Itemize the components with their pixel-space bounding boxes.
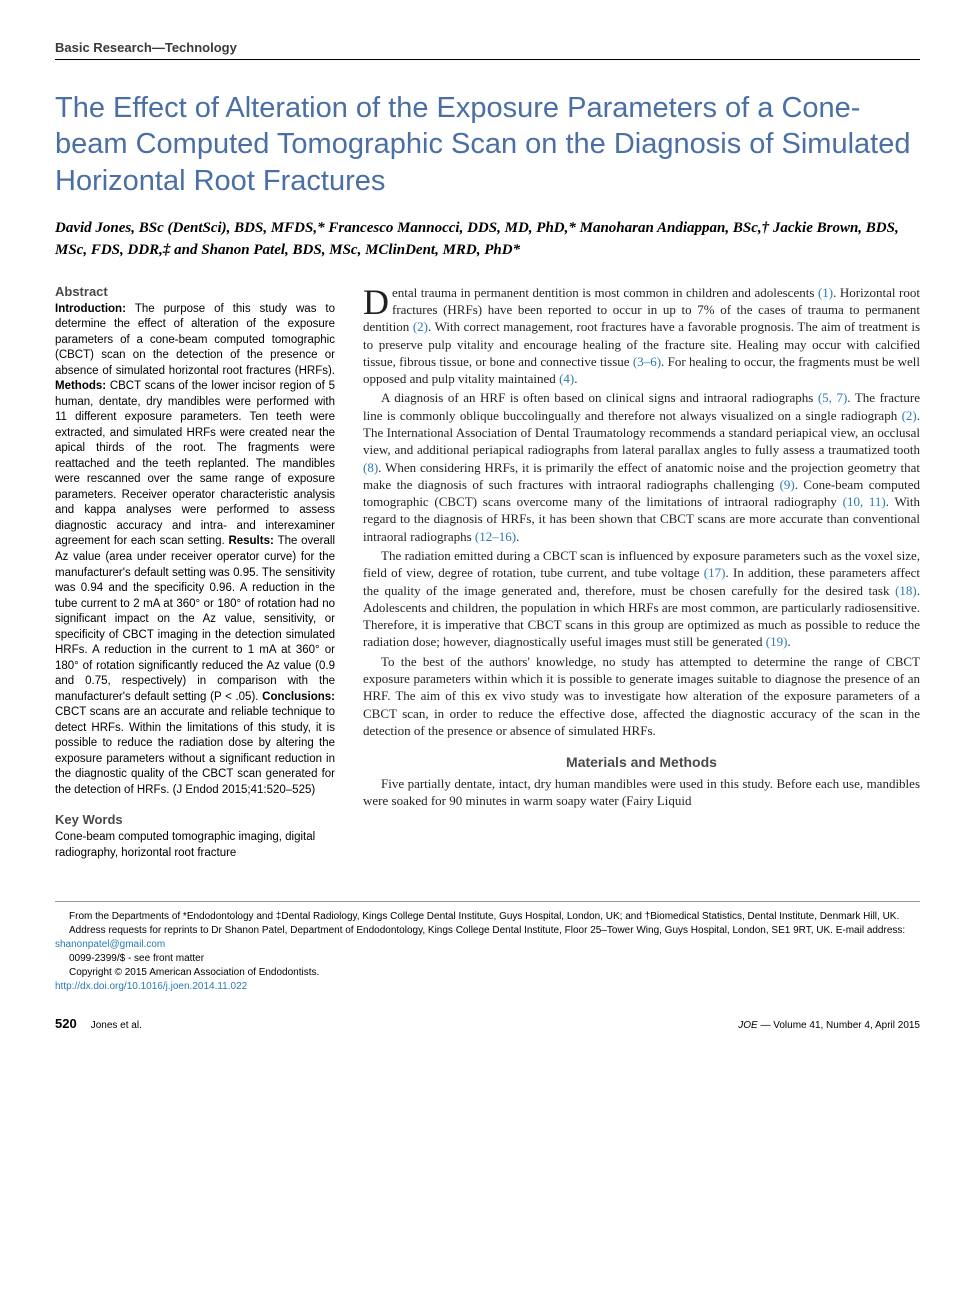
two-column-layout: Abstract Introduction: The purpose of th… bbox=[55, 284, 920, 862]
right-column: Dental trauma in permanent dentition is … bbox=[363, 284, 920, 862]
abstract-conclusions: CBCT scans are an accurate and reliable … bbox=[55, 706, 335, 796]
citation-ref[interactable]: (4) bbox=[559, 371, 574, 386]
keywords-text: Cone-beam computed tomographic imaging, … bbox=[55, 830, 335, 861]
p1-text-e: . bbox=[574, 371, 577, 386]
abstract-methods: CBCT scans of the lower incisor region o… bbox=[55, 380, 335, 547]
abstract-conclusions-label: Conclusions: bbox=[262, 691, 335, 703]
citation-ref[interactable]: (12–16) bbox=[475, 529, 516, 544]
corr-text: Address requests for reprints to Dr Shan… bbox=[69, 925, 905, 936]
body-paragraph-5: Five partially dentate, intact, dry huma… bbox=[363, 775, 920, 810]
left-column: Abstract Introduction: The purpose of th… bbox=[55, 284, 335, 862]
abstract-heading: Abstract bbox=[55, 284, 335, 299]
footer-left: 520 Jones et al. bbox=[55, 1016, 142, 1031]
issue-info: — Volume 41, Number 4, April 2015 bbox=[758, 1020, 920, 1031]
dropcap: D bbox=[363, 287, 389, 318]
email-link[interactable]: shanonpatel@gmail.com bbox=[55, 939, 165, 950]
issn-note: 0099-2399/$ - see front matter bbox=[55, 952, 920, 966]
citation-ref[interactable]: (2) bbox=[413, 319, 428, 334]
affiliation-note: From the Departments of *Endodontology a… bbox=[55, 910, 920, 924]
citation-ref[interactable]: (18) bbox=[895, 583, 917, 598]
journal-abbrev: JOE bbox=[738, 1020, 757, 1031]
copyright-note: Copyright © 2015 American Association of… bbox=[55, 966, 920, 980]
p3-text-d: . bbox=[787, 634, 790, 649]
citation-ref[interactable]: (5, 7) bbox=[818, 390, 847, 405]
methods-heading: Materials and Methods bbox=[363, 753, 920, 772]
section-header: Basic Research—Technology bbox=[55, 40, 920, 60]
citation-ref[interactable]: (1) bbox=[818, 285, 833, 300]
abstract-results-label: Results: bbox=[228, 535, 277, 547]
body-paragraph-1: Dental trauma in permanent dentition is … bbox=[363, 284, 920, 388]
body-paragraph-2: A diagnosis of an HRF is often based on … bbox=[363, 389, 920, 545]
citation-ref[interactable]: (3–6) bbox=[633, 354, 661, 369]
p2-text-a: A diagnosis of an HRF is often based on … bbox=[381, 390, 818, 405]
doi-link[interactable]: http://dx.doi.org/10.1016/j.joen.2014.11… bbox=[55, 981, 247, 992]
abstract-methods-label: Methods: bbox=[55, 380, 110, 392]
body-paragraph-4: To the best of the authors' knowledge, n… bbox=[363, 653, 920, 739]
page-footer: 520 Jones et al. JOE — Volume 41, Number… bbox=[55, 1016, 920, 1031]
citation-ref[interactable]: (9) bbox=[780, 477, 795, 492]
footnotes: From the Departments of *Endodontology a… bbox=[55, 901, 920, 994]
keywords-heading: Key Words bbox=[55, 812, 335, 827]
citation-ref[interactable]: (10, 11) bbox=[843, 494, 886, 509]
abstract-text: Introduction: The purpose of this study … bbox=[55, 302, 335, 799]
citation-ref[interactable]: (8) bbox=[363, 460, 378, 475]
abstract-intro-label: Introduction: bbox=[55, 303, 135, 315]
body-paragraph-3: The radiation emitted during a CBCT scan… bbox=[363, 547, 920, 651]
footer-right: JOE — Volume 41, Number 4, April 2015 bbox=[738, 1020, 920, 1031]
citation-ref[interactable]: (2) bbox=[902, 408, 917, 423]
p1-text-a: ental trauma in permanent dentition is m… bbox=[392, 285, 818, 300]
author-list: David Jones, BSc (DentSci), BDS, MFDS,* … bbox=[55, 217, 920, 262]
correspondence-note: Address requests for reprints to Dr Shan… bbox=[55, 924, 920, 952]
article-title: The Effect of Alteration of the Exposure… bbox=[55, 90, 920, 199]
footer-authors: Jones et al. bbox=[91, 1020, 142, 1031]
p2-text-g: . bbox=[516, 529, 519, 544]
page-number: 520 bbox=[55, 1016, 77, 1031]
citation-ref[interactable]: (17) bbox=[704, 565, 726, 580]
citation-ref[interactable]: (19) bbox=[766, 634, 788, 649]
abstract-results: The overall Az value (area under receive… bbox=[55, 535, 335, 702]
